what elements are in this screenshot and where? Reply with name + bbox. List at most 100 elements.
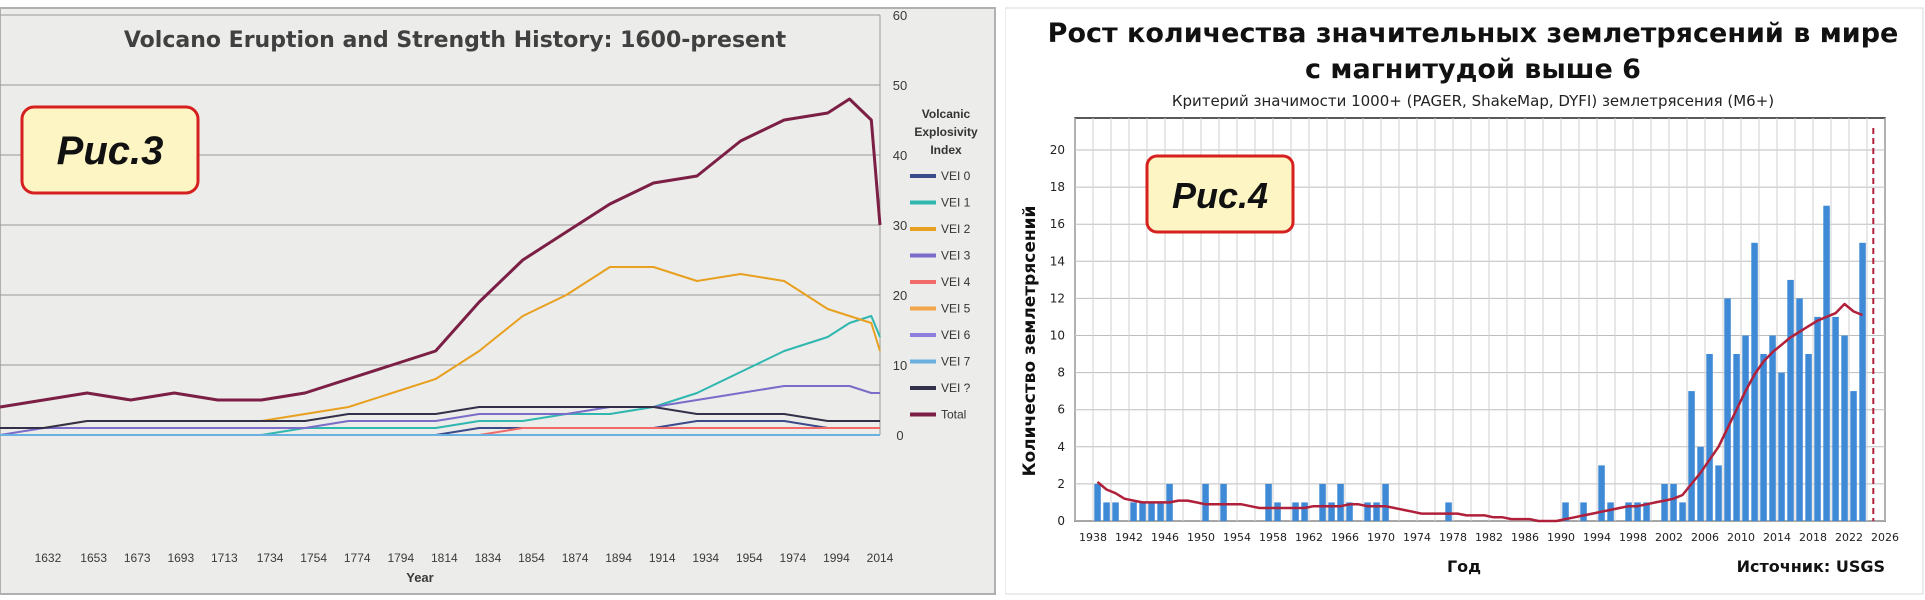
earthquake-x-tick-label: 2018 <box>1799 531 1827 544</box>
earthquake-y-tick-label: 18 <box>1050 180 1065 194</box>
earthquake-bar <box>1715 465 1722 521</box>
earthquake-bar <box>1832 316 1839 521</box>
earthquake-x-tick-label: 1990 <box>1547 531 1575 544</box>
earthquake-source: Источник: USGS <box>1737 557 1885 576</box>
earthquake-bar <box>1733 354 1740 521</box>
earthquake-bar <box>1823 205 1830 521</box>
earthquake-x-tick-label: 1962 <box>1295 531 1323 544</box>
earthquake-bar <box>1346 502 1353 521</box>
earthquake-x-axis-label: Год <box>1447 557 1481 576</box>
earthquake-trend <box>1096 128 1875 523</box>
earthquake-bar <box>1274 502 1281 521</box>
fig4-label-text: Рис.4 <box>1172 175 1268 216</box>
earthquake-y-tick-label: 4 <box>1057 440 1065 454</box>
earthquake-bar <box>1688 391 1695 521</box>
earthquake-bar <box>1643 502 1650 521</box>
earthquake-x-tick-label: 1986 <box>1511 531 1539 544</box>
volcano-x-tick-label: 1954 <box>736 551 763 565</box>
volcano-x-tick-label: 1794 <box>387 551 414 565</box>
volcano-y-ticks: 0 10 20 30 40 50 60 <box>893 8 907 443</box>
earthquake-y-tick-label: 6 <box>1057 403 1065 417</box>
earthquake-y-tick-label: 0 <box>1057 514 1065 528</box>
volcano-x-tick-label: 1774 <box>344 551 371 565</box>
volcano-y-tick-label: 0 <box>896 428 903 443</box>
earthquake-bar <box>1202 483 1209 521</box>
earthquake-bar <box>1598 465 1605 521</box>
volcano-legend-entry: VEI 1 <box>941 196 971 210</box>
earthquake-bar <box>1814 316 1821 521</box>
volcano-x-tick-label: 1653 <box>80 551 107 565</box>
volcano-x-axis-label: Year <box>406 570 433 585</box>
earthquake-chart-subtitle: Критерий значимости 1000+ (PAGER, ShakeM… <box>1172 92 1774 110</box>
volcano-x-tick-label: 1713 <box>211 551 238 565</box>
earthquake-x-tick-label: 2026 <box>1871 531 1899 544</box>
earthquake-y-ticks: 0 2 4 6 8 10 12 14 16 18 20 <box>1050 143 1065 528</box>
earthquake-x-tick-label: 1958 <box>1259 531 1287 544</box>
volcano-series-line <box>0 385 880 436</box>
volcano-x-tick-label: 1632 <box>35 551 62 565</box>
earthquake-bar <box>1094 483 1101 521</box>
volcano-chart-title: Volcano Eruption and Strength History: 1… <box>124 28 787 53</box>
earthquake-bar <box>1625 502 1632 521</box>
earthquake-bar <box>1382 483 1389 521</box>
volcano-y-tick-label: 60 <box>893 8 907 23</box>
fig3-label-text: Рис.3 <box>57 129 164 173</box>
earthquake-x-tick-label: 2006 <box>1691 531 1719 544</box>
earthquake-bar <box>1148 502 1155 521</box>
earthquake-bar <box>1841 335 1848 521</box>
volcano-legend-title-line3: Index <box>930 143 962 157</box>
volcano-y-tick-label: 20 <box>893 288 907 303</box>
volcano-x-tick-label: 1693 <box>167 551 194 565</box>
fig3-label-box <box>20 105 200 195</box>
volcano-x-tick-label: 1814 <box>431 551 458 565</box>
volcano-series <box>0 97 882 436</box>
earthquake-bar <box>1661 483 1668 521</box>
earthquake-bar <box>1580 502 1587 521</box>
volcano-legend-entry: VEI 0 <box>941 169 971 183</box>
earthquake-x-tick-label: 1970 <box>1367 531 1395 544</box>
earthquake-trend-line <box>1096 302 1863 523</box>
volcano-legend-entry: VEI ? <box>941 381 971 395</box>
volcano-y-tick-label: 40 <box>893 148 907 163</box>
volcano-x-tick-label: 1874 <box>562 551 589 565</box>
earthquake-bar <box>1670 483 1677 521</box>
earthquake-bar <box>1724 298 1731 521</box>
volcano-legend: Volcanic Explosivity Index VEI 0 VEI 1 VEI… <box>910 107 978 422</box>
earthquake-bar <box>1769 335 1776 521</box>
volcano-x-tick-label: 1974 <box>780 551 807 565</box>
earthquake-bar <box>1679 502 1686 521</box>
earthquake-x-tick-label: 2002 <box>1655 531 1683 544</box>
earthquake-bar <box>1805 354 1812 521</box>
volcano-series-line <box>0 97 882 409</box>
earthquake-bar <box>1337 483 1344 521</box>
earthquake-bar <box>1796 298 1803 521</box>
volcano-x-ticks: 1632 1653 1673 1693 1713 1734 1754 1774 1794 1814… <box>35 551 894 565</box>
earthquake-x-tick-label: 1954 <box>1223 531 1251 544</box>
earthquake-bar <box>1373 502 1380 521</box>
earthquake-bar <box>1265 483 1272 521</box>
earthquake-y-tick-label: 20 <box>1050 143 1065 157</box>
earthquake-x-tick-label: 1982 <box>1475 531 1503 544</box>
volcano-x-tick-label: 1673 <box>124 551 151 565</box>
volcano-legend-entry: Total <box>941 408 966 422</box>
volcano-legend-entry: VEI 7 <box>941 355 971 369</box>
earthquake-chart-panel: Рост количества значительных землетрясен… <box>1005 0 1925 600</box>
earthquake-y-tick-label: 14 <box>1050 254 1065 268</box>
volcano-x-tick-label: 1994 <box>823 551 850 565</box>
earthquake-x-tick-label: 2010 <box>1727 531 1755 544</box>
volcano-legend-entry: VEI 5 <box>941 302 971 316</box>
earthquake-x-ticks: 1938 1942 1946 1950 1954 1958 1962 1966 1970 1974… <box>1079 531 1899 544</box>
volcano-y-tick-label: 10 <box>893 358 907 373</box>
volcano-x-tick-label: 1934 <box>692 551 719 565</box>
volcano-x-tick-label: 1914 <box>649 551 676 565</box>
earthquake-x-tick-label: 1966 <box>1331 531 1359 544</box>
earthquake-bar <box>1787 279 1794 521</box>
volcano-series-line <box>0 406 880 429</box>
earthquake-bar <box>1859 242 1866 522</box>
earthquake-bar <box>1301 502 1308 521</box>
earthquake-y-tick-label: 2 <box>1057 477 1065 491</box>
earthquake-bar <box>1364 502 1371 521</box>
earthquake-chart-title-line1: Рост количества значительных землетрясен… <box>1048 18 1899 49</box>
fig4-label: Рис.4 <box>1145 154 1295 234</box>
earthquake-chart-title-line2: с магнитудой выше 6 <box>1305 54 1641 85</box>
